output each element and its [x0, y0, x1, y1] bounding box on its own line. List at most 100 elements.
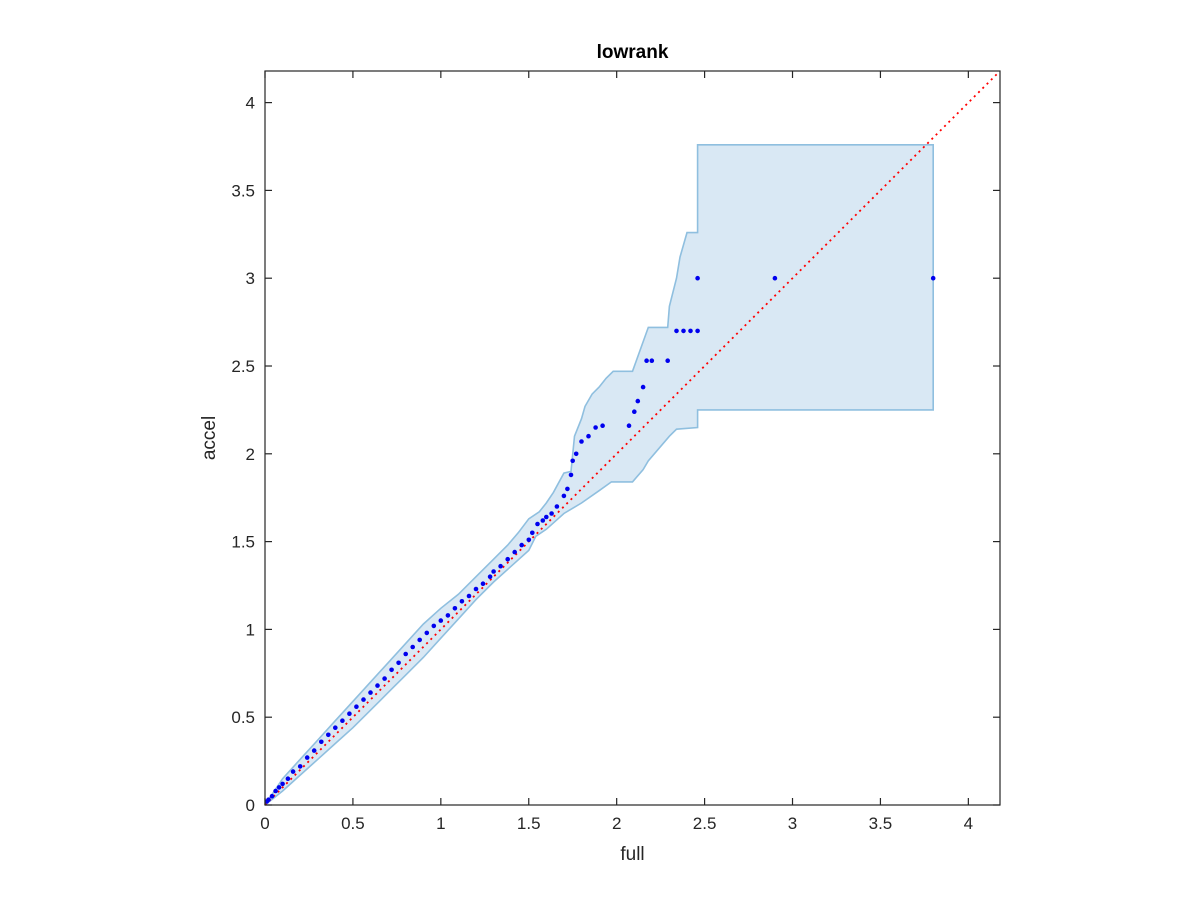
- data-point: [570, 458, 575, 464]
- data-point: [491, 569, 496, 574]
- axes: [264, 70, 1001, 806]
- data-point: [382, 676, 387, 681]
- data-point: [290, 769, 296, 774]
- data-point: [930, 275, 936, 281]
- data-point: [626, 423, 632, 429]
- data-point: [403, 651, 409, 657]
- x-tick-label: 0.5: [341, 814, 365, 833]
- data-point: [340, 718, 345, 723]
- data-point: [280, 781, 285, 787]
- data-point: [600, 423, 605, 429]
- y-tick-label: 0.5: [231, 708, 255, 727]
- data-point: [505, 556, 511, 562]
- data-point: [573, 451, 579, 457]
- data-point: [695, 328, 700, 334]
- reference-line-layer: [264, 70, 1001, 806]
- data-point: [333, 725, 338, 730]
- data-point: [688, 328, 693, 334]
- data-point: [480, 581, 486, 586]
- data-point: [266, 797, 271, 802]
- x-tick-label: 1.5: [517, 814, 541, 833]
- data-point: [487, 574, 493, 579]
- data-point: [681, 328, 686, 334]
- y-tick-label: 2: [246, 445, 255, 464]
- data-point: [273, 788, 278, 794]
- chart-title: lowrank: [597, 42, 669, 63]
- data-point: [375, 683, 380, 688]
- data-point: [665, 358, 670, 364]
- data-point: [593, 425, 598, 430]
- data-point: [554, 504, 560, 509]
- data-point: [586, 433, 591, 439]
- data-point: [535, 521, 540, 527]
- data-point: [549, 511, 554, 516]
- x-tick-label: 3: [788, 814, 797, 833]
- data-point: [561, 493, 567, 499]
- data-point: [649, 358, 655, 364]
- tick-labels: 0 0.5 1 1.5 2 2.5 3 3.5 4 0 0.5 1 1.5 2 2.5 3 3.5 4: [231, 94, 973, 833]
- data-point: [410, 644, 416, 650]
- data-point: [466, 593, 472, 599]
- x-tick-label: 0: [260, 814, 269, 833]
- band-area: [264, 144, 935, 806]
- data-point: [512, 549, 517, 555]
- y-tick-label: 3: [246, 269, 255, 288]
- data-point: [269, 793, 275, 799]
- data-point: [544, 514, 549, 520]
- data-point: [319, 739, 324, 745]
- data-point: [438, 618, 444, 623]
- data-point: [530, 530, 535, 536]
- x-tick-label: 4: [964, 814, 973, 833]
- data-point: [311, 748, 317, 753]
- data-point: [473, 586, 479, 592]
- data-point: [459, 599, 465, 604]
- data-point: [632, 409, 637, 415]
- data-point: [498, 563, 503, 569]
- data-point: [772, 275, 778, 281]
- data-point: [361, 697, 366, 702]
- data-point: [285, 776, 291, 781]
- x-tick-label: 2: [612, 814, 621, 833]
- data-point: [347, 711, 352, 716]
- data-point: [695, 275, 700, 281]
- data-point: [568, 472, 574, 478]
- data-point: [297, 764, 303, 769]
- data-point: [417, 637, 423, 643]
- data-point: [565, 486, 570, 492]
- data-point: [389, 667, 394, 673]
- x-axis-label: full: [620, 844, 644, 865]
- data-point: [368, 690, 373, 695]
- data-point: [424, 630, 430, 636]
- data-point: [304, 755, 310, 760]
- data-point: [354, 704, 359, 709]
- reference-line: [264, 70, 1001, 806]
- data-point: [579, 439, 584, 444]
- data-point: [540, 518, 546, 523]
- data-point: [445, 613, 451, 618]
- data-points: [264, 275, 936, 804]
- x-tick-label: 1: [436, 814, 445, 833]
- data-point: [452, 606, 458, 611]
- data-point: [326, 732, 331, 738]
- x-tick-label: 3.5: [869, 814, 893, 833]
- axes-box: [264, 70, 1001, 806]
- data-point: [674, 328, 679, 334]
- data-point: [396, 660, 401, 666]
- data-point: [431, 623, 437, 629]
- y-tick-label: 0: [246, 796, 255, 815]
- data-point: [526, 537, 532, 543]
- data-point: [635, 398, 641, 404]
- data-point: [644, 358, 649, 364]
- y-tick-label: 1.5: [231, 533, 255, 552]
- data-point: [519, 542, 524, 548]
- x-tick-label: 2.5: [693, 814, 717, 833]
- y-tick-label: 1: [246, 620, 255, 639]
- y-tick-label: 3.5: [231, 181, 255, 200]
- data-point: [276, 785, 282, 790]
- y-tick-label: 2.5: [231, 357, 255, 376]
- y-axis-label: accel: [199, 416, 220, 460]
- y-tick-label: 4: [246, 94, 255, 113]
- data-point: [640, 384, 646, 390]
- confidence-band: [264, 144, 935, 806]
